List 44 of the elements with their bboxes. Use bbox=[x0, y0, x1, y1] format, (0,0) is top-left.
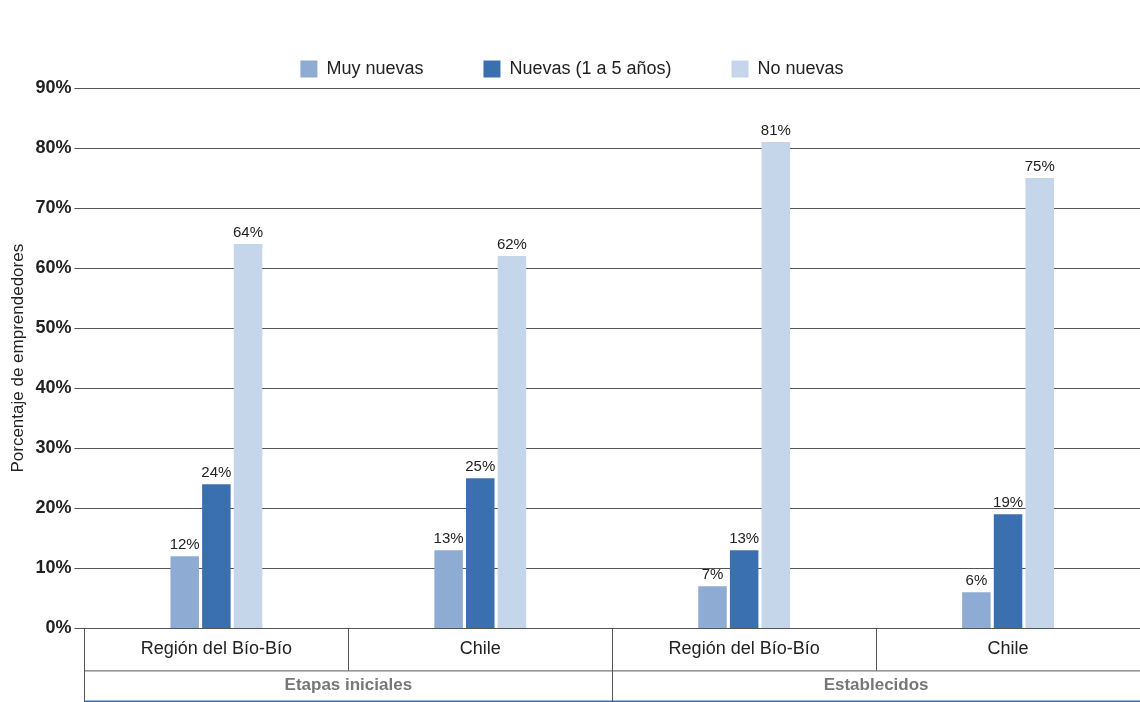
x-tick-label: Chile bbox=[459, 638, 501, 659]
y-tick-label: 60% bbox=[35, 257, 72, 278]
data-label: 24% bbox=[201, 462, 232, 480]
y-tick-label: 0% bbox=[45, 617, 72, 638]
legend-label: Muy nuevas bbox=[326, 57, 424, 78]
y-tick-label: 50% bbox=[35, 317, 72, 338]
y-tick-label: 10% bbox=[35, 557, 72, 578]
bar bbox=[202, 484, 231, 628]
y-tick-label: 70% bbox=[35, 197, 72, 218]
data-label: 81% bbox=[760, 120, 791, 138]
data-label: 6% bbox=[965, 571, 988, 589]
bar bbox=[761, 142, 791, 628]
y-tick-label: 30% bbox=[35, 437, 72, 458]
data-label: 13% bbox=[729, 528, 760, 546]
bar bbox=[729, 550, 759, 628]
x-tick-label: Chile bbox=[987, 638, 1029, 659]
bar bbox=[434, 550, 463, 628]
x-tick-label: Región del Bío-Bío bbox=[140, 638, 292, 659]
bar bbox=[466, 478, 495, 628]
data-label: 19% bbox=[993, 492, 1024, 510]
bar bbox=[1025, 178, 1054, 628]
bar bbox=[698, 586, 727, 628]
data-label: 13% bbox=[433, 528, 464, 546]
text: Establecidos bbox=[823, 675, 929, 695]
data-label: 62% bbox=[496, 234, 527, 252]
data-label: 64% bbox=[233, 222, 264, 240]
bar bbox=[993, 514, 1023, 628]
bar bbox=[233, 244, 263, 628]
data-label: 25% bbox=[465, 456, 496, 474]
y-tick-label: 80% bbox=[35, 137, 72, 158]
legend-label: No nuevas bbox=[757, 57, 844, 78]
y-tick-label: 90% bbox=[35, 76, 72, 97]
y-tick-label: 20% bbox=[35, 497, 72, 518]
y-axis-title: Porcentaje de emprendedores bbox=[7, 243, 27, 473]
data-label: 7% bbox=[701, 565, 724, 583]
y-tick-label: 40% bbox=[35, 377, 72, 398]
bar bbox=[170, 556, 199, 628]
data-label: 12% bbox=[169, 534, 200, 552]
legend-label: Nuevas (1 a 5 años) bbox=[509, 57, 672, 78]
data-label: 75% bbox=[1024, 156, 1055, 174]
bar bbox=[962, 592, 991, 628]
text: Etapas iniciales bbox=[284, 675, 413, 695]
bar bbox=[497, 256, 527, 628]
x-tick-label: Región del Bío-Bío bbox=[668, 638, 820, 659]
